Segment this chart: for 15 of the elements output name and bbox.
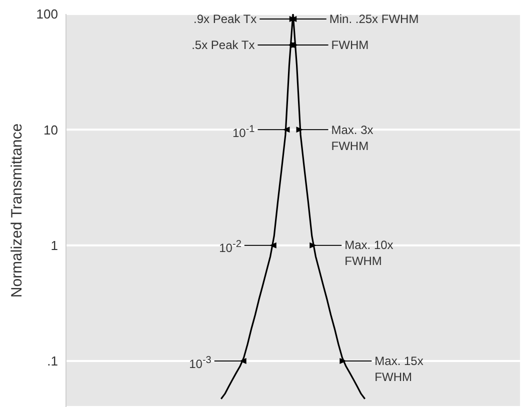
annotation: FWHM — [331, 37, 369, 53]
annotation: 10$^{-1}$ — [232, 122, 255, 141]
annotation: .9x Peak Tx — [194, 11, 257, 27]
y-tick-label: 10 — [44, 122, 58, 138]
annotation: 10$^{-2}$ — [219, 238, 242, 256]
annotation: Max. 10x FWHM — [344, 237, 394, 270]
y-axis-title: Normalized Transmittance — [8, 123, 26, 298]
annotation: .5x Peak Tx — [192, 37, 255, 53]
y-tick-label: .1 — [47, 354, 58, 369]
annotation: Max. 15x FWHM — [374, 352, 424, 385]
annotation: Max. 3x FWHM — [331, 122, 374, 154]
y-tick-label: 1 — [50, 238, 58, 253]
annotation: Min. .25x FWHM — [329, 11, 419, 27]
y-tick-label: 100 — [36, 6, 58, 22]
annotation: 10$^{-3}$ — [189, 354, 212, 372]
